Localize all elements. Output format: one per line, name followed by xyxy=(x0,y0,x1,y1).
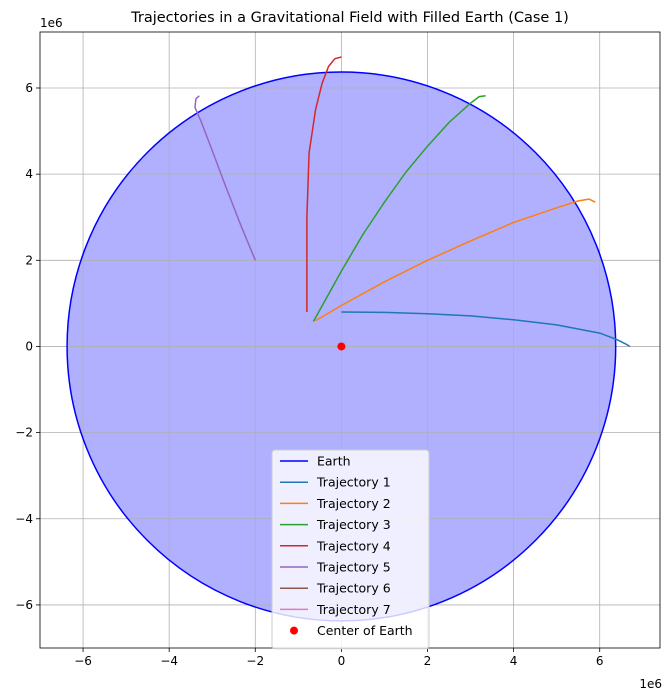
plot-area xyxy=(40,32,660,648)
legend-label-6: Trajectory 5 xyxy=(316,560,391,575)
x-tick-label: −4 xyxy=(160,654,178,668)
trajectory-line-4 xyxy=(306,56,342,312)
x-tick-label: −6 xyxy=(74,654,92,668)
x-tick-label: −2 xyxy=(246,654,264,668)
x-tick-label: 0 xyxy=(338,654,346,668)
legend-label-3: Trajectory 2 xyxy=(316,496,391,511)
chart-title: Trajectories in a Gravitational Field wi… xyxy=(130,10,569,26)
legend-label-1: Earth xyxy=(317,454,351,469)
legend-label-5: Trajectory 4 xyxy=(316,538,391,553)
x-tick-label: 4 xyxy=(510,654,518,668)
legend-label-2: Trajectory 1 xyxy=(316,475,391,490)
y-tick-label: 4 xyxy=(25,167,33,181)
legend-label-7: Trajectory 6 xyxy=(316,581,391,596)
legend-label-9: Center of Earth xyxy=(317,623,413,638)
trajectory-line-2 xyxy=(315,198,596,322)
y-tick-label: 6 xyxy=(25,81,33,95)
y-tick-label: 0 xyxy=(25,339,33,353)
y-tick-label: −4 xyxy=(15,512,33,526)
legend: Earth Trajectory 1 Trajectory 2 Trajectory … xyxy=(271,449,430,650)
x-tick-label: 2 xyxy=(424,654,432,668)
x-offset-label: 1e6 xyxy=(639,677,662,691)
legend-box xyxy=(271,449,430,650)
trajectory-line-5 xyxy=(194,95,256,261)
axes: −6 −4 −2 0 2 4 6 −6 −4 −2 0 2 4 6 xyxy=(15,31,661,668)
legend-label-8: Trajectory 7 xyxy=(316,602,391,617)
x-tick-label: 6 xyxy=(596,654,604,668)
y-tick-label: −6 xyxy=(15,598,33,612)
legend-swatch-marker xyxy=(290,626,298,635)
trajectory-line-1 xyxy=(341,311,631,348)
legend-label-4: Trajectory 3 xyxy=(316,517,391,532)
y-tick-label: −2 xyxy=(15,426,33,440)
center-of-earth-marker xyxy=(337,342,346,351)
trajectories xyxy=(194,56,631,348)
trajectory-line-3 xyxy=(312,95,486,322)
y-offset-label: 1e6 xyxy=(40,16,63,30)
y-tick-label: 2 xyxy=(25,253,33,267)
